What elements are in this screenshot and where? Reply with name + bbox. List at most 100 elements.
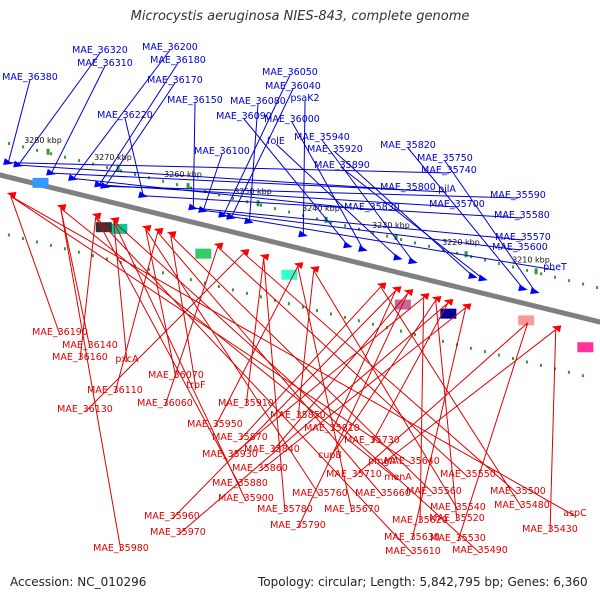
- forward-leader: [275, 143, 399, 259]
- forward-leader: [291, 121, 364, 250]
- reverse-leader: [313, 270, 459, 511]
- reverse-leader: [331, 290, 397, 432]
- track-dot: [92, 162, 95, 166]
- forward-label: pheT: [543, 262, 567, 273]
- reverse-leader: [297, 266, 353, 513]
- reverse-leader: [95, 216, 241, 487]
- track-dot: [273, 298, 276, 302]
- track-dot: [36, 148, 39, 152]
- forward-leader: [341, 167, 484, 280]
- reverse-leader: [411, 307, 467, 541]
- reverse-gene-arrow-shape: [6, 191, 17, 199]
- track-dot: [189, 278, 192, 282]
- track-dot: [134, 172, 137, 176]
- forward-label: MAE_35800: [380, 182, 436, 193]
- track-dot: [260, 203, 263, 207]
- reverse-leader: [329, 300, 437, 459]
- track-dot: [21, 236, 24, 240]
- track-dot: [582, 282, 585, 286]
- forward-label: MAE_36100: [194, 146, 250, 157]
- reverse-label: MAE_35620: [392, 515, 448, 526]
- reverse-leader: [60, 208, 91, 349]
- track-dot: [358, 227, 361, 231]
- feature-box: [440, 308, 457, 319]
- forward-label: MAE_36200: [142, 42, 198, 53]
- reverse-label: MAE_35560: [406, 486, 462, 497]
- track-dot: [511, 357, 514, 361]
- reverse-leader: [271, 293, 409, 453]
- forward-leader: [321, 139, 414, 263]
- feature-box: [95, 222, 112, 233]
- forward-label: MAE_35570: [495, 232, 551, 243]
- track-dot: [161, 271, 164, 275]
- track-dot: [316, 217, 319, 221]
- track-dot: [414, 241, 417, 245]
- forward-label: MAE_36320: [72, 45, 128, 56]
- reverse-leader: [79, 216, 97, 361]
- forward-label: MAE_35600: [492, 242, 548, 253]
- reverse-label: MAE_35630: [384, 532, 440, 543]
- reverse-gene-arrow: [259, 253, 270, 261]
- track-dot: [91, 254, 94, 258]
- tick-label: 3280 kbp: [24, 136, 62, 145]
- track-dot: [77, 250, 80, 254]
- reverse-leader: [170, 235, 435, 495]
- forward-gene-arrow: [3, 158, 13, 165]
- reverse-leader: [297, 293, 409, 529]
- feature-box: [577, 342, 594, 353]
- forward-label: MAE_36380: [2, 72, 58, 83]
- feature-box: [32, 177, 49, 188]
- reverse-label: MAE_36110: [87, 385, 143, 396]
- reverse-leader: [217, 246, 469, 478]
- reverse-gene-arrow-shape: [166, 231, 177, 238]
- track-dot: [50, 152, 53, 156]
- reverse-gene-arrow: [293, 262, 304, 270]
- forward-label: MAE_35830: [344, 202, 400, 213]
- track-dot: [203, 281, 206, 285]
- forward-label: MAE_36310: [77, 58, 133, 69]
- reverse-label: MAE_35520: [429, 513, 485, 524]
- forward-leader: [124, 117, 144, 196]
- track-dot: [259, 295, 262, 299]
- forward-label: MAE_36040: [265, 81, 321, 92]
- track-dot: [343, 315, 346, 319]
- reverse-label: MAE_35660: [355, 488, 411, 499]
- forward-leader: [222, 74, 291, 216]
- reverse-label: MAE_35910: [218, 398, 274, 409]
- forward-label: MAE_36180: [150, 55, 206, 66]
- map-title: Microcystis aeruginosa NIES-843, complet…: [130, 9, 470, 24]
- reverse-gene-arrow-shape: [213, 242, 224, 250]
- forward-label: folE: [267, 136, 285, 147]
- reverse-label: MAE_35490: [452, 545, 508, 556]
- track-dot: [287, 302, 290, 306]
- reverse-gene-arrow: [431, 296, 442, 303]
- tick-label: 3210 kbp: [512, 255, 550, 264]
- track-dot: [315, 309, 318, 313]
- forward-leader: [18, 164, 409, 191]
- reverse-gene-arrow: [6, 191, 17, 199]
- tick-label: 3270 kbp: [94, 153, 132, 162]
- tick-label: 3260 kbp: [164, 170, 202, 179]
- forward-leader: [104, 82, 176, 187]
- reverse-leader: [84, 252, 245, 413]
- topology-text: Topology: circular; Length: 5,842,795 bp…: [258, 575, 588, 589]
- reverse-label: trpF: [186, 380, 205, 391]
- track-dot: [484, 258, 487, 262]
- forward-label: MAE_36150: [167, 95, 223, 106]
- reverse-leader: [419, 297, 425, 524]
- reverse-label: pxcA: [115, 354, 139, 365]
- reverse-label: MAE_36190: [32, 327, 88, 338]
- reverse-label: pmgA: [368, 456, 396, 467]
- reverse-gene-arrow: [56, 204, 67, 211]
- forward-label: MAE_35590: [490, 190, 546, 201]
- forward-leader: [73, 178, 373, 211]
- reverse-gene-arrow: [461, 303, 472, 311]
- reverse-label: MAE_35480: [494, 500, 550, 511]
- reverse-label: MAE_35850: [270, 410, 326, 421]
- reverse-label: MAE_35780: [257, 504, 313, 515]
- reverse-gene-arrow: [551, 325, 562, 333]
- track-dot: [22, 145, 25, 149]
- track-dot: [217, 285, 220, 289]
- forward-gene-arrow-shape: [46, 168, 56, 176]
